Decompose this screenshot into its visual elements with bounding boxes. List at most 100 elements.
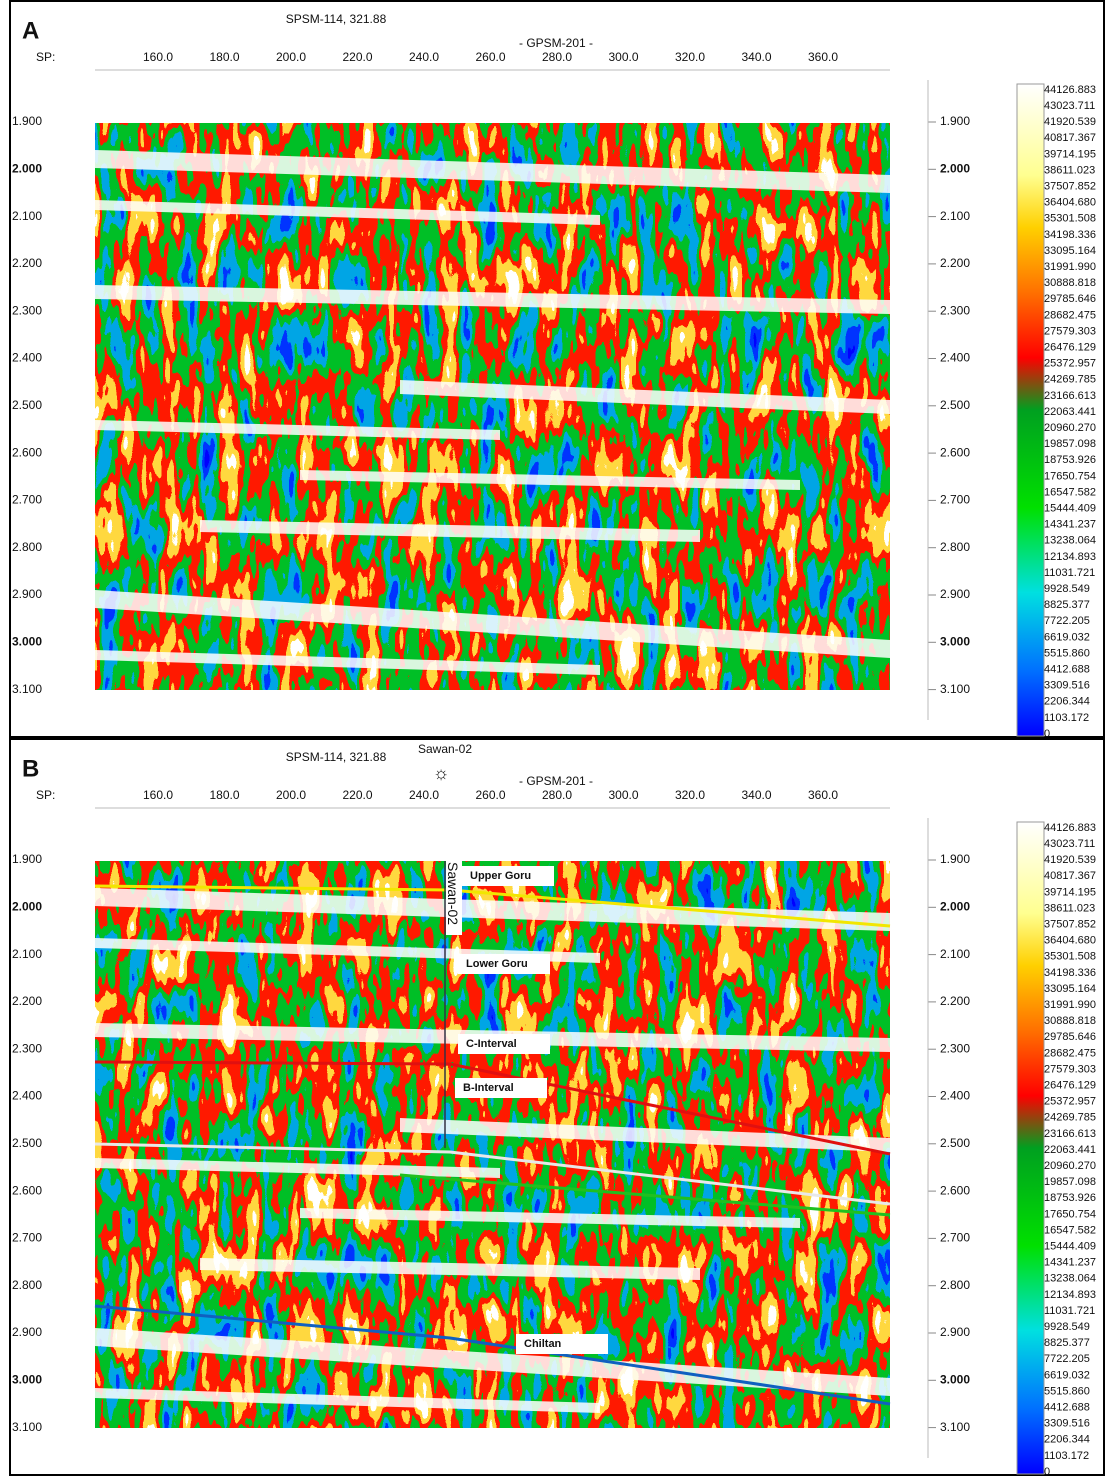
horizon-label-box (455, 1078, 547, 1098)
colorbar-label: 12134.893 (1044, 551, 1096, 563)
time-tick-label: 2.900 (12, 1325, 42, 1339)
colorbar-label: 3309.516 (1044, 680, 1090, 692)
well-symbol: ☼ (433, 763, 450, 783)
time-tick-label: 3.100 (940, 682, 970, 696)
sp-tick-label: 320.0 (675, 788, 705, 802)
colorbar-label: 40817.367 (1044, 870, 1096, 882)
time-tick-label: 2.600 (12, 1183, 42, 1197)
time-tick-label: 3.000 (12, 1372, 42, 1386)
panel-label: A (22, 17, 39, 44)
colorbar-label: 2206.344 (1044, 696, 1090, 708)
time-tick-label: 3.100 (12, 682, 42, 696)
colorbar-label: 16547.582 (1044, 1224, 1096, 1236)
colorbar-label: 0 (1044, 728, 1050, 740)
sp-tick-label: 340.0 (741, 50, 771, 64)
colorbar (1016, 821, 1045, 1475)
time-tick-label: 2.100 (940, 947, 970, 961)
colorbar-label: 7722.205 (1044, 1353, 1090, 1365)
colorbar-label: 24269.785 (1044, 374, 1096, 386)
time-tick-label: 2.800 (12, 1278, 42, 1292)
time-tick-label: 2.200 (12, 994, 42, 1008)
colorbar-label: 2206.344 (1044, 1434, 1090, 1446)
sp-tick-label: 220.0 (342, 50, 372, 64)
colorbar-label: 15444.409 (1044, 1241, 1096, 1253)
time-tick-label: 2.000 (940, 899, 970, 913)
colorbar-label: 29785.646 (1044, 293, 1096, 305)
well-label: SPSM-114, 321.88 (286, 12, 387, 26)
colorbar-label: 37507.852 (1044, 919, 1096, 931)
colorbar-label: 26476.129 (1044, 342, 1096, 354)
time-tick-label: 2.800 (12, 540, 42, 554)
sp-tick-label: 320.0 (675, 50, 705, 64)
colorbar-label: 39714.195 (1044, 886, 1096, 898)
reflector (95, 1388, 600, 1413)
time-tick-label: 3.000 (940, 1372, 970, 1386)
time-tick-label: 3.000 (12, 634, 42, 648)
time-tick-label: 1.900 (940, 114, 970, 128)
reflector (400, 1118, 890, 1152)
colorbar-label: 35301.508 (1044, 951, 1096, 963)
colorbar-label: 27579.303 (1044, 1063, 1096, 1075)
time-tick-label: 2.500 (12, 398, 42, 412)
sp-tick-label: 240.0 (409, 50, 439, 64)
sp-tick-label: 200.0 (276, 788, 306, 802)
colorbar-label: 5515.860 (1044, 1385, 1090, 1397)
horizon-label-box (516, 1334, 608, 1354)
reflector (300, 470, 800, 490)
colorbar-label: 12134.893 (1044, 1289, 1096, 1301)
sp-tick-label: 340.0 (741, 788, 771, 802)
panel: B SPSM-114, 321.88 - GPSM-201 - SP: 160.0 180… (9, 738, 1105, 1477)
colorbar-label: 33095.164 (1044, 245, 1096, 257)
time-tick-label: 2.400 (12, 351, 42, 365)
horizon-label-box (458, 954, 550, 974)
colorbar-label: 20960.270 (1044, 422, 1096, 434)
horizon-line (94, 1060, 891, 1156)
colorbar-label: 22063.441 (1044, 406, 1096, 418)
time-tick-label: 2.200 (940, 256, 970, 270)
well-track-box (446, 860, 462, 935)
colorbar-label: 38611.023 (1044, 902, 1095, 914)
time-tick-label: 2.700 (940, 1231, 970, 1245)
colorbar-label: 44126.883 (1044, 822, 1096, 834)
colorbar-label: 34198.336 (1044, 229, 1096, 241)
horizon-label: C-Interval (466, 1038, 517, 1050)
colorbar-label: 6619.032 (1044, 1369, 1090, 1381)
sp-tick-label: 260.0 (475, 788, 505, 802)
reflector (95, 285, 890, 314)
colorbar-label: 18753.926 (1044, 454, 1096, 466)
sp-tick-label: 180.0 (209, 50, 239, 64)
colorbar-label: 23166.613 (1044, 390, 1096, 402)
sp-tick-label: 160.0 (143, 50, 173, 64)
colorbar-label: 34198.336 (1044, 967, 1096, 979)
well-track-label: Sawan-02 (445, 862, 461, 925)
colorbar-label: 16547.582 (1044, 486, 1096, 498)
sp-tick-label: 160.0 (143, 788, 173, 802)
time-tick-label: 2.100 (940, 209, 970, 223)
colorbar-label: 5515.860 (1044, 647, 1090, 659)
colorbar-label: 1103.172 (1044, 712, 1089, 724)
colorbar-label: 9928.549 (1044, 583, 1090, 595)
colorbar-label: 17650.754 (1044, 470, 1096, 482)
sp-tick-label: 220.0 (342, 788, 372, 802)
time-tick-label: 2.300 (940, 303, 970, 317)
colorbar-label: 25372.957 (1044, 358, 1096, 370)
well-name: Sawan-02 (418, 742, 472, 756)
horizon-line (94, 1304, 891, 1406)
time-tick-label: 2.600 (940, 1183, 970, 1197)
panel-border (9, 738, 1105, 1476)
reflector (200, 520, 700, 542)
reflector (95, 590, 890, 658)
colorbar-label: 9928.549 (1044, 1321, 1090, 1333)
colorbar-label: 43023.711 (1044, 838, 1095, 850)
colorbar-label: 19857.098 (1044, 1176, 1096, 1188)
colorbar-label: 18753.926 (1044, 1192, 1096, 1204)
colorbar-label: 11031.721 (1044, 1305, 1095, 1317)
colorbar-label: 36404.680 (1044, 197, 1096, 209)
time-tick-label: 2.700 (12, 493, 42, 507)
colorbar-label: 37507.852 (1044, 181, 1096, 193)
time-tick-label: 2.800 (940, 540, 970, 554)
time-tick-label: 2.600 (940, 445, 970, 459)
time-tick-label: 2.400 (940, 1089, 970, 1103)
